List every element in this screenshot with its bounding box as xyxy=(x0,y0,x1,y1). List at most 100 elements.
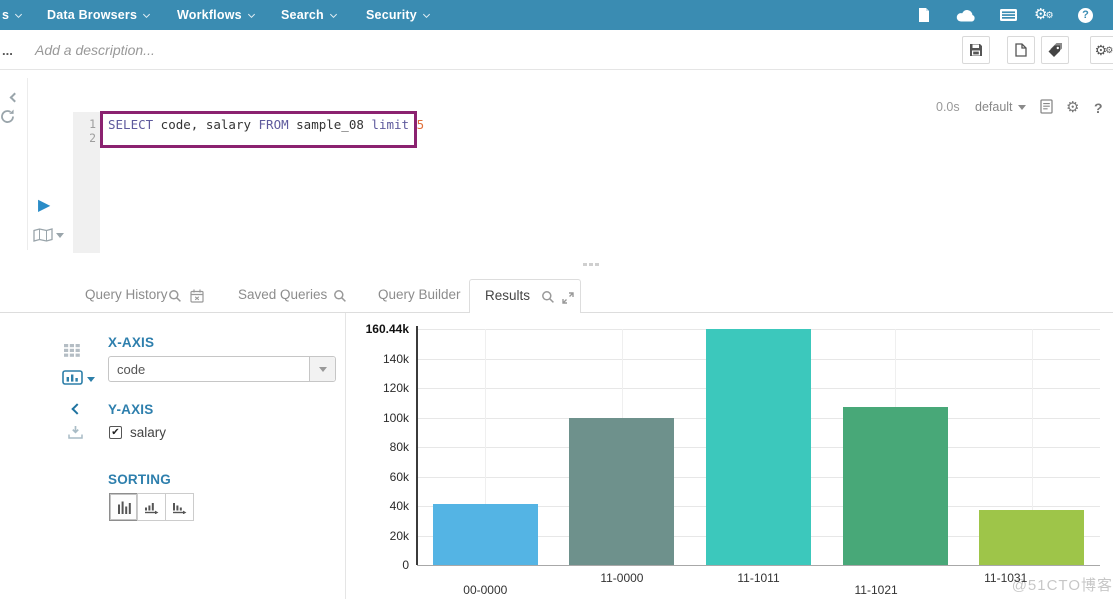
x-axis-label: 11-1021 xyxy=(854,583,898,597)
rail-divider xyxy=(27,78,28,250)
chevron-down-icon[interactable] xyxy=(87,377,95,382)
nav-item-security[interactable]: Security xyxy=(366,0,430,30)
select-dropdown-button[interactable] xyxy=(309,357,335,381)
sql-query-text[interactable]: SELECT code, salary FROM sample_08 limit… xyxy=(108,117,424,132)
bar-11-1021[interactable] xyxy=(842,406,948,565)
panel-divider xyxy=(345,313,346,599)
refresh-icon[interactable] xyxy=(0,109,15,129)
x-axis-line xyxy=(417,565,1100,566)
calendar-icon[interactable] xyxy=(190,289,204,308)
expand-icon[interactable] xyxy=(562,291,574,309)
sorting-heading: SORTING xyxy=(108,472,171,487)
panel-resize-grip[interactable] xyxy=(583,263,599,266)
search-icon[interactable] xyxy=(541,290,555,309)
search-icon[interactable] xyxy=(333,289,347,308)
tab-results-active[interactable]: Results xyxy=(469,279,581,313)
query-log-icon[interactable] xyxy=(1040,99,1053,119)
y-axis-tick-label: 20k xyxy=(389,528,409,543)
file-icon[interactable] xyxy=(918,0,930,30)
sql-token-plain: code, salary xyxy=(153,117,259,132)
gridline xyxy=(1031,329,1033,565)
nav-item-label: Security xyxy=(366,8,417,22)
tab-query-builder[interactable]: Query Builder xyxy=(378,287,461,302)
y-axis-tick-label: 100k xyxy=(382,410,409,425)
sort-none-button[interactable] xyxy=(109,493,138,521)
database-name: default xyxy=(975,100,1013,114)
nav-item-search[interactable]: Search xyxy=(281,0,337,30)
sorting-button-group xyxy=(109,493,194,521)
list-icon[interactable] xyxy=(1000,0,1017,30)
bar-11-1011[interactable] xyxy=(706,329,811,565)
cloud-icon[interactable] xyxy=(956,0,977,30)
nav-item-label: Workflows xyxy=(177,8,242,22)
description-input[interactable]: Add a description... xyxy=(35,42,155,58)
nav-item-label: Data Browsers xyxy=(47,8,138,22)
help-icon[interactable]: ? xyxy=(1078,0,1093,30)
x-axis-select[interactable]: code xyxy=(108,356,336,382)
y-axis-heading: Y-AXIS xyxy=(108,402,154,417)
tab-bar-border xyxy=(581,312,1113,313)
sort-ascending-button[interactable] xyxy=(137,493,166,521)
sql-token-plain xyxy=(409,117,417,132)
new-document-button[interactable] xyxy=(1007,36,1035,64)
nav-item-label: s xyxy=(2,8,10,22)
sql-token-number: 5 xyxy=(416,117,425,132)
save-button[interactable] xyxy=(962,36,990,64)
sql-token-keyword: SELECT xyxy=(108,117,154,132)
y-axis-tick-label: 120k xyxy=(382,381,409,396)
tab-query-history[interactable]: Query History xyxy=(85,287,168,302)
bar-11-1031[interactable] xyxy=(979,509,1085,565)
chevron-down-icon[interactable] xyxy=(56,233,64,238)
nav-item-data-browsers[interactable]: Data Browsers xyxy=(47,0,151,30)
chevron-down-icon xyxy=(15,10,23,19)
tab-saved-queries[interactable]: Saved Queries xyxy=(238,287,328,302)
document-toolbar: ... Add a description... ⚙ ⚙ xyxy=(0,30,1113,70)
download-icon[interactable] xyxy=(68,425,83,444)
y-axis-line xyxy=(416,326,418,565)
x-axis-label: 11-1011 xyxy=(737,571,780,585)
y-axis-tick-label: 60k xyxy=(389,469,409,484)
query-duration: 0.0s xyxy=(936,100,960,114)
database-selector[interactable]: default xyxy=(975,100,1026,114)
salary-checkbox[interactable]: ✔ xyxy=(109,426,122,439)
query-settings-gear-icon[interactable]: ⚙ xyxy=(1066,99,1080,116)
sort-none-icon xyxy=(117,501,131,514)
tags-button[interactable] xyxy=(1041,36,1069,64)
settings-button[interactable]: ⚙ ⚙ xyxy=(1090,36,1113,64)
grid-view-icon[interactable] xyxy=(64,344,80,362)
watermark: @51CTO博客 xyxy=(1011,577,1113,594)
x-axis-label: 11-0000 xyxy=(600,571,644,585)
y-axis-tick-label: 80k xyxy=(389,440,409,455)
bar-00-0000[interactable] xyxy=(432,504,538,565)
execute-query-button[interactable]: ▶ xyxy=(38,195,51,214)
chevron-down-icon xyxy=(143,10,151,19)
editor-line-gutter: 1 2 xyxy=(73,112,100,253)
chevron-down-icon xyxy=(329,10,337,19)
query-highlight-box[interactable]: SELECT code, salary FROM sample_08 limit… xyxy=(100,111,424,148)
x-axis-heading: X-AXIS xyxy=(108,335,155,350)
nav-item-label: Search xyxy=(281,8,324,22)
y-axis-tick-label: 40k xyxy=(389,499,409,514)
x-axis-selected-value: code xyxy=(117,362,146,377)
sort-ascending-icon xyxy=(145,502,159,514)
query-help-icon[interactable]: ? xyxy=(1094,100,1103,116)
gridline xyxy=(485,329,487,565)
chart-view-icon[interactable] xyxy=(62,370,83,390)
tab-bar-border xyxy=(0,312,469,313)
truncated-title-text: ... xyxy=(2,43,13,58)
bar-chart: @51CTO博客 160.44k 140k 120k 100k 80k 60k 40k 20k… xyxy=(350,315,1113,599)
bar-11-0000[interactable] xyxy=(569,417,675,565)
x-axis-label: 00-0000 xyxy=(463,583,508,597)
gears-icon[interactable]: ⚙ ⚙ xyxy=(1034,6,1054,23)
nav-item-truncated[interactable]: s xyxy=(2,0,23,30)
sort-descending-button[interactable] xyxy=(165,493,194,521)
map-explain-icon[interactable] xyxy=(33,228,53,247)
tags-icon xyxy=(1048,43,1062,57)
collapse-panel-icon[interactable] xyxy=(71,400,83,418)
y-axis-tick-label: 0 xyxy=(402,558,409,572)
chevron-down-icon xyxy=(1017,105,1026,110)
nav-item-workflows[interactable]: Workflows xyxy=(177,0,255,30)
collapse-assist-icon[interactable] xyxy=(9,88,20,106)
search-icon[interactable] xyxy=(168,289,182,308)
